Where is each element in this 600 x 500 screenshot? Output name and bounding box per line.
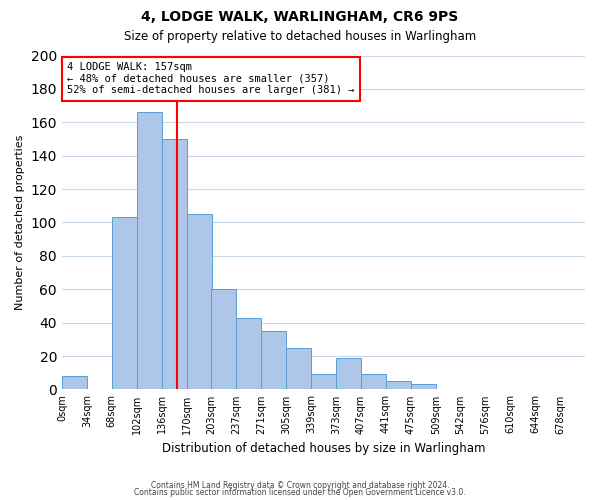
Bar bbox=[62, 376, 87, 390]
Bar bbox=[162, 139, 187, 390]
Bar bbox=[411, 384, 436, 390]
X-axis label: Distribution of detached houses by size in Warlingham: Distribution of detached houses by size … bbox=[162, 442, 485, 455]
Bar bbox=[361, 374, 386, 390]
Bar bbox=[236, 318, 261, 390]
Text: Size of property relative to detached houses in Warlingham: Size of property relative to detached ho… bbox=[124, 30, 476, 43]
Bar bbox=[386, 381, 411, 390]
Bar bbox=[311, 374, 336, 390]
Text: 4, LODGE WALK, WARLINGHAM, CR6 9PS: 4, LODGE WALK, WARLINGHAM, CR6 9PS bbox=[142, 10, 458, 24]
Bar bbox=[211, 290, 236, 390]
Text: Contains HM Land Registry data © Crown copyright and database right 2024.: Contains HM Land Registry data © Crown c… bbox=[151, 480, 449, 490]
Bar bbox=[261, 331, 286, 390]
Bar bbox=[187, 214, 212, 390]
Text: 4 LODGE WALK: 157sqm
← 48% of detached houses are smaller (357)
52% of semi-deta: 4 LODGE WALK: 157sqm ← 48% of detached h… bbox=[67, 62, 355, 96]
Y-axis label: Number of detached properties: Number of detached properties bbox=[15, 135, 25, 310]
Text: Contains public sector information licensed under the Open Government Licence v3: Contains public sector information licen… bbox=[134, 488, 466, 497]
Bar bbox=[286, 348, 311, 390]
Bar bbox=[112, 218, 137, 390]
Bar bbox=[137, 112, 162, 390]
Bar bbox=[336, 358, 361, 390]
